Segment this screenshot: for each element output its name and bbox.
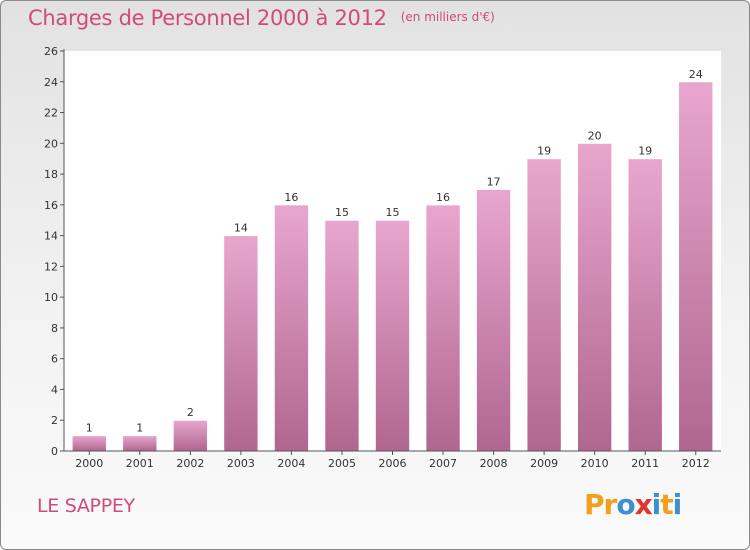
bar-2007[interactable]	[425, 204, 461, 452]
logo-letter: t	[660, 488, 673, 521]
logo-letter: o	[616, 488, 635, 521]
x-tick-label-2008: 2008	[480, 457, 508, 470]
y-tick-label: 6	[51, 353, 58, 366]
proxiti-logo[interactable]: Proxiti	[584, 488, 683, 521]
x-tick-label-2003: 2003	[227, 457, 255, 470]
logo-letter: i	[651, 488, 662, 521]
data-label-2007: 16	[436, 191, 450, 204]
y-tick-label: 2	[51, 414, 58, 427]
chart-title: Charges de Personnel 2000 à 2012 (en mill…	[28, 6, 495, 30]
data-label-2006: 15	[386, 206, 400, 219]
data-label-2002: 2	[187, 406, 194, 419]
bar-2001[interactable]	[122, 435, 158, 452]
data-label-2010: 20	[588, 129, 602, 142]
chart-subtitle: (en milliers d'€)	[400, 10, 495, 24]
bar-2012[interactable]	[678, 81, 714, 452]
bar-2011[interactable]	[627, 158, 663, 452]
data-label-2012: 24	[689, 68, 703, 81]
commune-name: LE SAPPEY	[37, 495, 135, 517]
data-label-2008: 17	[487, 175, 501, 188]
x-tick-label-2007: 2007	[429, 457, 457, 470]
y-tick-label: 22	[44, 107, 58, 120]
y-tick-label: 18	[44, 168, 58, 181]
chart-title-text: Charges de Personnel 2000 à 2012	[28, 6, 387, 30]
x-tick-label-2010: 2010	[581, 457, 609, 470]
bar-2006[interactable]	[374, 219, 411, 452]
x-tick-label-2000: 2000	[75, 457, 103, 470]
y-tick-label: 12	[44, 260, 58, 273]
x-tick-label-2005: 2005	[328, 457, 356, 470]
bar-2008[interactable]	[475, 188, 512, 452]
data-label-2004: 16	[284, 191, 298, 204]
bar-2009[interactable]	[526, 158, 562, 452]
data-label-2009: 19	[537, 145, 551, 158]
y-tick-label: 4	[51, 383, 58, 396]
x-tick-label-2002: 2002	[176, 457, 204, 470]
logo-letter: x	[634, 488, 653, 521]
logo-letter: P	[584, 488, 605, 521]
bar-2005[interactable]	[324, 219, 360, 452]
x-tick-label-2004: 2004	[277, 457, 305, 470]
logo-letter: i	[672, 488, 683, 521]
data-label-2000: 1	[86, 422, 93, 435]
x-tick-label-2006: 2006	[379, 457, 407, 470]
y-tick-label: 0	[51, 445, 58, 458]
y-tick-label: 26	[44, 45, 58, 58]
y-tick-label: 10	[44, 291, 58, 304]
bar-2004[interactable]	[273, 204, 310, 452]
logo-letter: r	[603, 488, 618, 521]
bar-2002[interactable]	[172, 419, 209, 452]
x-axis: 2000 2001 2002 2003 2004 2005 2006 2007 2008 2009…	[64, 450, 721, 470]
data-label-2003: 14	[234, 222, 248, 235]
data-label-2011: 19	[638, 145, 652, 158]
y-tick-label: 16	[44, 199, 58, 212]
x-tick-label-2011: 2011	[631, 457, 659, 470]
x-tick-label-2009: 2009	[530, 457, 558, 470]
y-tick-label: 20	[44, 137, 58, 150]
data-label-2001: 1	[136, 422, 143, 435]
y-tick-label: 24	[44, 76, 58, 89]
bar-2003[interactable]	[223, 235, 259, 452]
y-tick-label: 14	[44, 230, 58, 243]
y-tick-label: 8	[51, 322, 58, 335]
bar-2010[interactable]	[576, 142, 613, 452]
x-tick-label-2012: 2012	[682, 457, 710, 470]
data-label-2005: 15	[335, 206, 349, 219]
bar-2000[interactable]	[71, 435, 107, 452]
x-tick-label-2001: 2001	[126, 457, 154, 470]
